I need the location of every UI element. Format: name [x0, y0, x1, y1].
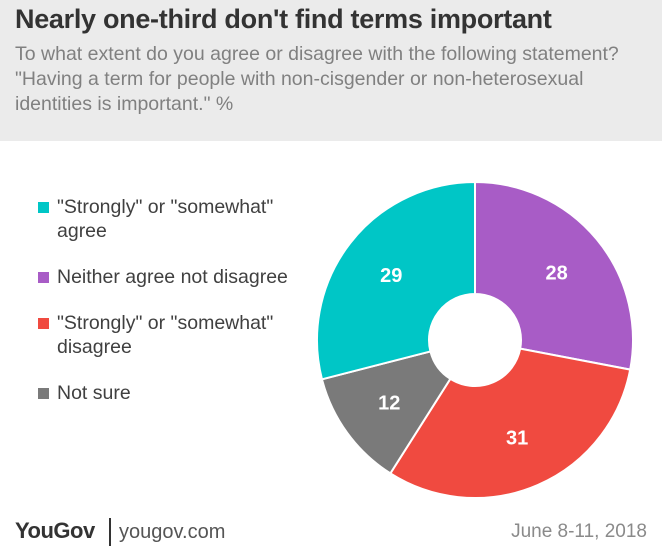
yougov-logo: YouGov — [15, 518, 95, 544]
donut-chart: 28 31 12 29 — [316, 180, 634, 499]
data-label-neither: 28 — [546, 262, 568, 284]
footer-divider — [109, 518, 111, 546]
brand-name: YouGov — [15, 518, 95, 543]
legend-label-not-sure: Not sure — [57, 382, 131, 404]
header-band: Nearly one-third don't find terms import… — [0, 0, 662, 141]
footer-url: yougov.com — [119, 521, 226, 543]
legend-item-neither: Neither agree not disagree — [38, 265, 288, 289]
legend-label-agree: "Strongly" or "somewhat" agree — [57, 196, 274, 242]
legend-item-agree: "Strongly" or "somewhat" agree — [38, 195, 288, 243]
donut-slice-disagree — [388, 347, 632, 499]
chart-title: Nearly one-third don't find terms import… — [15, 4, 552, 34]
legend-item-disagree: "Strongly" or "somewhat" disagree — [38, 311, 288, 359]
legend: "Strongly" or "somewhat" agree Neither a… — [38, 195, 288, 427]
donut-slice-neither — [474, 180, 634, 371]
legend-swatch-not-sure — [38, 388, 49, 399]
legend-swatch-disagree — [38, 318, 49, 329]
legend-swatch-agree — [38, 202, 49, 213]
data-label-disagree: 31 — [506, 427, 528, 449]
footer-date: June 8-11, 2018 — [511, 521, 647, 542]
legend-label-disagree: "Strongly" or "somewhat" disagree — [57, 312, 274, 358]
legend-label-neither: Neither agree not disagree — [57, 266, 288, 288]
data-label-not-sure: 12 — [378, 392, 400, 414]
donut-slice-not-sure — [320, 350, 452, 475]
legend-item-not-sure: Not sure — [38, 381, 288, 405]
donut-slice-agree — [316, 180, 476, 381]
legend-swatch-neither — [38, 272, 49, 283]
chart-subtitle: To what extent do you agree or disagree … — [15, 43, 619, 115]
data-label-agree: 29 — [380, 265, 402, 287]
